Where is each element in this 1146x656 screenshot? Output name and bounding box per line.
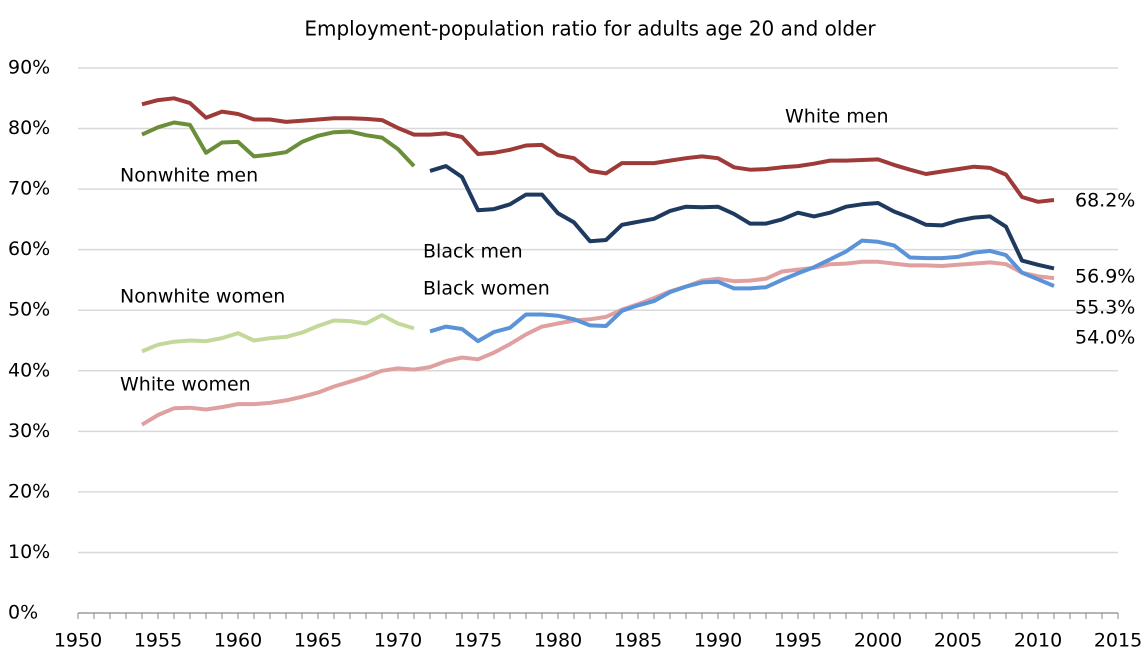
y-tick-label: 40% [8, 359, 50, 381]
x-tick-label: 1960 [214, 630, 262, 652]
series-label: Black men [423, 241, 523, 263]
x-tick-label: 1985 [614, 630, 662, 652]
y-tick-label: 60% [8, 238, 50, 260]
y-tick-label: 30% [8, 420, 50, 442]
y-tick-label: 0% [8, 602, 38, 624]
y-tick-label: 90% [8, 57, 50, 79]
x-tick-label: 2015 [1094, 630, 1142, 652]
line [141, 96, 1055, 204]
y-tick-label: 10% [8, 541, 50, 563]
y-tick-label: 80% [8, 117, 50, 139]
series-label: White men [785, 106, 889, 128]
x-tick-label: 1970 [374, 630, 422, 652]
y-tick-label: 20% [8, 480, 50, 502]
x-tick-label: 2000 [854, 630, 902, 652]
series-label: Nonwhite men [120, 165, 258, 187]
x-tick-label: 2010 [1014, 630, 1062, 652]
line [429, 164, 1055, 271]
line [140, 259, 1055, 427]
x-tick-label: 1955 [134, 630, 182, 652]
x-tick-label: 2005 [934, 630, 982, 652]
series-label: Nonwhite women [120, 286, 285, 308]
value-label: 56.9% [1075, 266, 1135, 288]
chart-title: Employment-population ratio for adults a… [304, 17, 876, 41]
series-label: Black women [423, 278, 550, 300]
x-tick-label: 1950 [54, 630, 102, 652]
line [141, 313, 415, 354]
series-label: White women [120, 374, 251, 396]
x-tick-label: 1990 [694, 630, 742, 652]
value-label: 54.0% [1075, 327, 1135, 349]
x-tick-label: 1965 [294, 630, 342, 652]
value-label: 68.2% [1075, 190, 1135, 212]
value-label: 55.3% [1075, 297, 1135, 319]
x-tick-label: 1975 [454, 630, 502, 652]
x-tick-label: 1995 [774, 630, 822, 652]
line [429, 238, 1055, 344]
y-tick-label: 70% [8, 178, 50, 200]
y-tick-label: 50% [8, 299, 50, 321]
line [141, 120, 416, 168]
x-tick-label: 1980 [534, 630, 582, 652]
